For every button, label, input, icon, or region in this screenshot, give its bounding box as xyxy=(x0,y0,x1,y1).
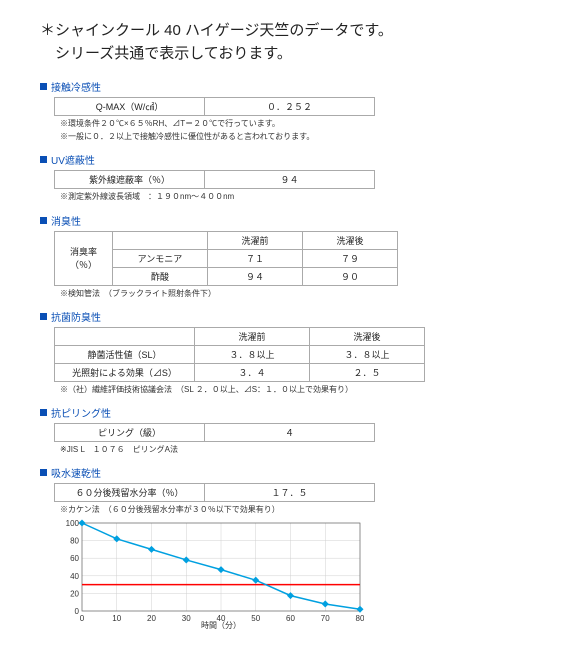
table-pilling: ピリング（級） ４ xyxy=(54,423,375,442)
svg-text:60: 60 xyxy=(70,555,79,564)
antibac-h-before: 洗濯前 xyxy=(195,327,310,345)
svg-text:10: 10 xyxy=(112,614,121,623)
antibac-r2a: ２．５ xyxy=(310,363,425,381)
deodor-r1a: ７９ xyxy=(303,249,398,267)
uv-value: ９４ xyxy=(205,171,375,189)
svg-text:時間（分）: 時間（分） xyxy=(201,621,241,629)
svg-text:20: 20 xyxy=(70,590,79,599)
antibac-r2b: ３．４ xyxy=(195,363,310,381)
deodor-r2b: ９４ xyxy=(208,267,303,285)
uv-note: ※測定紫外線波長領域 ：１９０nm～４００nm xyxy=(60,191,553,202)
table-cool: Q-MAX（W/㎠） ０．２５２ xyxy=(54,97,375,116)
heading-pilling: 抗ピリング性 xyxy=(40,405,553,420)
antibac-r2: 光照射による効果（⊿S） xyxy=(55,363,195,381)
table-water: ６０分後残留水分率（％） １７．５ xyxy=(54,483,375,502)
antibac-h-after: 洗濯後 xyxy=(310,327,425,345)
pilling-value: ４ xyxy=(205,423,375,441)
svg-text:30: 30 xyxy=(182,614,191,623)
antibac-r1: 静菌活性値（SL） xyxy=(55,345,195,363)
deodor-rowhead: 消臭率（％） xyxy=(55,231,113,285)
table-uv: 紫外線遮蔽率（％） ９４ xyxy=(54,170,375,189)
section-cool: 接触冷感性 Q-MAX（W/㎠） ０．２５２ ※環境条件２０℃×６５％RH、⊿T… xyxy=(40,79,553,142)
title-line1: ＊シャインクール 40 ハイゲージ天竺のデータです。 xyxy=(40,22,393,39)
deodor-h-before: 洗濯前 xyxy=(208,231,303,249)
water-chart: 02040608010001020304050607080時間（分） xyxy=(54,519,364,629)
page-title: ＊シャインクール 40 ハイゲージ天竺のデータです。 シリーズ共通で表示しており… xyxy=(40,20,553,65)
heading-water: 吸水速乾性 xyxy=(40,465,553,480)
deodor-note: ※検知管法 （ブラックライト照射条件下） xyxy=(60,288,553,299)
deodor-r1b: ７１ xyxy=(208,249,303,267)
chart-container: 02040608010001020304050607080時間（分） xyxy=(54,519,553,631)
heading-uv: UV遮蔽性 xyxy=(40,152,553,167)
deodor-h-after: 洗濯後 xyxy=(303,231,398,249)
table-antibac: 洗濯前 洗濯後 静菌活性値（SL） ３．８以上 ３．８以上 光照射による効果（⊿… xyxy=(54,327,425,382)
section-uv: UV遮蔽性 紫外線遮蔽率（％） ９４ ※測定紫外線波長領域 ：１９０nm～４００… xyxy=(40,152,553,202)
section-deodor: 消臭性 消臭率（％） 洗濯前 洗濯後 アンモニア ７１ ７９ 酢酸 ９４ ９０ … xyxy=(40,213,553,299)
section-antibac: 抗菌防臭性 洗濯前 洗濯後 静菌活性値（SL） ３．８以上 ３．８以上 光照射に… xyxy=(40,309,553,395)
cool-value: ０．２５２ xyxy=(205,98,375,116)
svg-text:40: 40 xyxy=(70,572,79,581)
water-label: ６０分後残留水分率（％） xyxy=(55,484,205,502)
svg-text:80: 80 xyxy=(356,614,364,623)
heading-deodor: 消臭性 xyxy=(40,213,553,228)
cool-note1: ※環境条件２０℃×６５％RH、⊿T＝２０℃で行っています。 xyxy=(60,118,553,129)
cool-label: Q-MAX（W/㎠） xyxy=(55,98,205,116)
heading-cool: 接触冷感性 xyxy=(40,79,553,94)
deodor-r2a: ９０ xyxy=(303,267,398,285)
svg-text:70: 70 xyxy=(321,614,330,623)
antibac-r1b: ３．８以上 xyxy=(195,345,310,363)
table-deodor: 消臭率（％） 洗濯前 洗濯後 アンモニア ７１ ７９ 酢酸 ９４ ９０ xyxy=(54,231,398,286)
cool-note2: ※一般に０．２以上で接触冷感性に優位性があると言われております。 xyxy=(60,131,553,142)
svg-text:0: 0 xyxy=(80,614,85,623)
pilling-label: ピリング（級） xyxy=(55,423,205,441)
section-pilling: 抗ピリング性 ピリング（級） ４ ※JIS L １０７６ ピリングA法 xyxy=(40,405,553,455)
svg-text:50: 50 xyxy=(251,614,260,623)
section-water: 吸水速乾性 ６０分後残留水分率（％） １７．５ ※カケン法 （６０分後残留水分率… xyxy=(40,465,553,631)
deodor-r2: 酢酸 xyxy=(113,267,208,285)
svg-text:60: 60 xyxy=(286,614,295,623)
svg-text:100: 100 xyxy=(66,519,80,528)
svg-text:20: 20 xyxy=(147,614,156,623)
water-note: ※カケン法 （６０分後残留水分率が３０％以下で効果有り） xyxy=(60,504,553,515)
water-value: １７．５ xyxy=(205,484,375,502)
heading-antibac: 抗菌防臭性 xyxy=(40,309,553,324)
title-line2: シリーズ共通で表示しております。 xyxy=(40,45,292,62)
svg-text:80: 80 xyxy=(70,537,79,546)
antibac-note: ※（社）繊維評価技術協議会法 （SL ２．０以上、⊿S：１．０以上で効果有り） xyxy=(60,384,553,395)
pilling-note: ※JIS L １０７６ ピリングA法 xyxy=(60,444,553,455)
deodor-r1: アンモニア xyxy=(113,249,208,267)
antibac-r1a: ３．８以上 xyxy=(310,345,425,363)
uv-label: 紫外線遮蔽率（％） xyxy=(55,171,205,189)
